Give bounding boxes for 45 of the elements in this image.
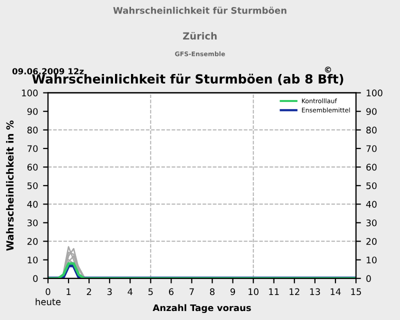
x-tick-label: 12 — [290, 288, 300, 295]
x-tick-label: 4 — [128, 288, 132, 295]
x-tick-label: 14 — [330, 288, 341, 295]
x-axis-title: Anzahl Tage voraus — [152, 304, 251, 313]
text: 09.06.2009 12z — [12, 68, 84, 74]
y2-tick-label: 50 — [366, 182, 377, 190]
y-tick-label: 10 — [28, 256, 38, 264]
y-tick-label: 30 — [27, 219, 38, 226]
x-tick-label: 3 — [107, 288, 112, 296]
x-tick-label: 5 — [148, 288, 153, 296]
x-tick-label: 15 — [351, 288, 361, 296]
y2-tick-label: 40 — [366, 200, 377, 208]
y2-tick-label: 100 — [366, 90, 382, 96]
x-tick-label: 13 — [310, 288, 320, 296]
y-tick-label: 100 — [22, 90, 38, 96]
y2-tick-label: 60 — [366, 164, 377, 171]
y2-tick-label: 30 — [366, 219, 377, 226]
y2-tick-label: 0 — [366, 275, 371, 282]
y2-tick-label: 10 — [366, 256, 377, 264]
chart-subtitle: Zürich — [183, 32, 217, 40]
x-tick-label: 9 — [230, 288, 236, 296]
y2-tick-label: 20 — [366, 238, 377, 245]
y2-tick-label: 70 — [366, 145, 377, 152]
y2-tick-label: 80 — [366, 126, 377, 134]
x-tick-label: 11 — [269, 288, 279, 295]
y-tick-label: 0 — [33, 275, 38, 282]
y-tick-label: 70 — [28, 145, 38, 152]
y-axis-title: Wahrscheinlichkeit in % — [6, 120, 14, 251]
text: Wahrscheinlichkeit für Sturmböen (ab 8 Bft) — [32, 74, 344, 86]
chart-title: Wahrscheinlichkeit für Sturmböen — [113, 6, 286, 14]
y-tick-label: 40 — [27, 200, 38, 208]
x-tick-label: 10 — [248, 288, 258, 296]
x-tick-label: 6 — [168, 288, 174, 296]
y-tick-label: 20 — [27, 238, 38, 245]
text: © — [324, 66, 332, 73]
x-tick-label: 1 — [66, 288, 71, 295]
y-tick-label: 90 — [27, 108, 38, 115]
x-tick-label: 2 — [86, 288, 92, 295]
x-tick-label: 8 — [210, 288, 215, 296]
y-tick-label: 60 — [27, 164, 38, 171]
y-tick-label: 80 — [27, 126, 38, 134]
y2-tick-label: 90 — [366, 108, 377, 115]
y-tick-label: 50 — [27, 182, 38, 190]
x-tick-label: 0 heute — [36, 288, 61, 306]
x-tick-label: 7 — [190, 288, 194, 295]
